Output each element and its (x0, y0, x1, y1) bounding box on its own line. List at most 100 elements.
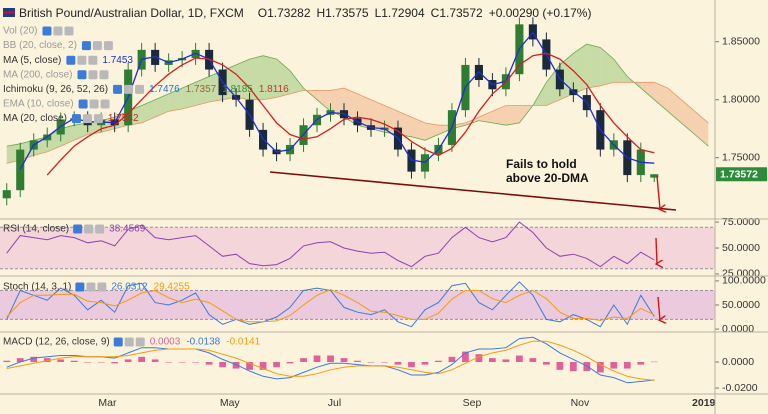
cloud-segment (317, 90, 331, 112)
legend-icon (135, 84, 145, 94)
legend-readout: 1.8185 (222, 84, 253, 95)
histogram-bar (637, 362, 645, 365)
histogram-bar (435, 360, 442, 363)
histogram-bar (381, 362, 388, 363)
indicator-line (6, 221, 655, 268)
y-tick-label: -0.0200 (722, 382, 758, 394)
legend-icon (93, 114, 103, 124)
legend-icon (84, 224, 94, 234)
histogram-bar (489, 358, 496, 363)
histogram-bar (408, 362, 415, 368)
legend-icon (97, 282, 107, 292)
cloud-segment (411, 117, 425, 141)
histogram-bar (516, 355, 523, 363)
legend-icon (124, 84, 134, 94)
histogram-bar (313, 355, 321, 363)
candle-body (16, 149, 25, 191)
candle-body (650, 174, 659, 178)
legend-label: MA (20, close) (3, 113, 67, 124)
moving-average (19, 31, 655, 170)
cloud-segment (384, 105, 398, 135)
histogram-bar (596, 362, 604, 373)
cloud-segment (505, 105, 520, 126)
histogram-bar (650, 361, 658, 363)
histogram-bar (165, 362, 173, 363)
legend-label: BB (20, close, 2) (3, 40, 77, 51)
arrow (656, 237, 657, 264)
indicator-label: RSI (14, close) (3, 224, 69, 235)
legend-icon (77, 70, 87, 80)
cloud-segment (640, 82, 655, 100)
ohlc-value: 1.73282 (267, 6, 311, 20)
legend-readout: 1.7357 (186, 84, 217, 95)
x-tick-label: Nov (571, 397, 590, 409)
ohlc-value: 1.73572 (439, 6, 483, 20)
histogram-bar (623, 362, 631, 369)
indicator-readout: 0.0003 (150, 337, 181, 348)
legend-icon (73, 224, 83, 234)
arrow (656, 175, 660, 209)
histogram-bar (394, 362, 402, 365)
legend-readout: 1.7476 (149, 84, 180, 95)
histogram-bar (43, 358, 51, 363)
cloud-segment (276, 59, 291, 98)
y-tick-label: 50.0000 (722, 242, 760, 254)
legend-icon (89, 99, 99, 109)
ohlc-name: C (431, 6, 440, 20)
histogram-bar (462, 351, 469, 363)
histogram-bar (219, 362, 226, 368)
cloud-segment (330, 88, 345, 118)
histogram-bar (542, 362, 550, 365)
legend-icon (42, 26, 52, 36)
cloud-segment (263, 55, 277, 100)
histogram-bar (192, 362, 199, 363)
indicator-readout: -0.0141 (226, 337, 260, 348)
y-tick-label: 100.0000 (722, 275, 766, 287)
indicator-line (6, 340, 655, 381)
y-tick-label: 50.0000 (722, 299, 760, 311)
indicator-readout: 26.0312 (111, 282, 148, 293)
histogram-bar (569, 362, 577, 372)
y-tick-label: 75.0000 (722, 216, 760, 228)
arrow (657, 296, 660, 320)
legend-icon (53, 26, 63, 36)
y-tick-label: 0.0000 (722, 323, 754, 335)
ohlc-value: 1.72904 (381, 6, 425, 20)
histogram-bar (610, 362, 618, 369)
indicator-label: Stoch (14, 3, 1) (3, 282, 71, 293)
y-tick-label: 25.0000 (722, 268, 760, 280)
histogram-bar (246, 362, 253, 370)
layers: 1.85000 1.80000 1.75000 1.73572 British Poun… (0, 6, 767, 409)
cloud-segment (141, 99, 156, 123)
legend-icon (88, 70, 98, 80)
y-tick-label: 1.85000 (722, 36, 760, 48)
histogram-bar (327, 355, 334, 363)
histogram-bar (151, 359, 159, 363)
cloud-segment (654, 82, 668, 112)
indicator-band (0, 290, 715, 320)
histogram-bar (30, 356, 38, 363)
legend-icon (64, 26, 74, 36)
indicator-label: MACD (12, 26, close, 9) (3, 337, 110, 348)
chart-header: British Pound/Australian Dollar, 1D, FXC… (19, 6, 591, 20)
legend-readout: 1.7542 (108, 113, 139, 124)
candle-body (2, 190, 11, 199)
cloud-segment (586, 44, 601, 89)
cloud-span-b (6, 81, 709, 164)
histogram-bar (138, 356, 146, 363)
ohlc-name: L (375, 6, 382, 20)
x-tick-label: Mar (98, 397, 117, 409)
legend-icon (77, 55, 87, 65)
legend-icon (86, 282, 96, 292)
histogram-bar (475, 354, 483, 363)
histogram-bar (354, 360, 361, 363)
legend-label: Vol (20) (3, 26, 37, 37)
legend-icon (66, 55, 76, 65)
y-tick-label: 0.0000 (722, 356, 754, 368)
cloud-segment (195, 76, 210, 106)
cloud-segment (290, 70, 304, 94)
indicator-readout: 38.4569 (109, 224, 146, 235)
ohlc-name: H (317, 6, 326, 20)
legend-icon (99, 70, 109, 80)
